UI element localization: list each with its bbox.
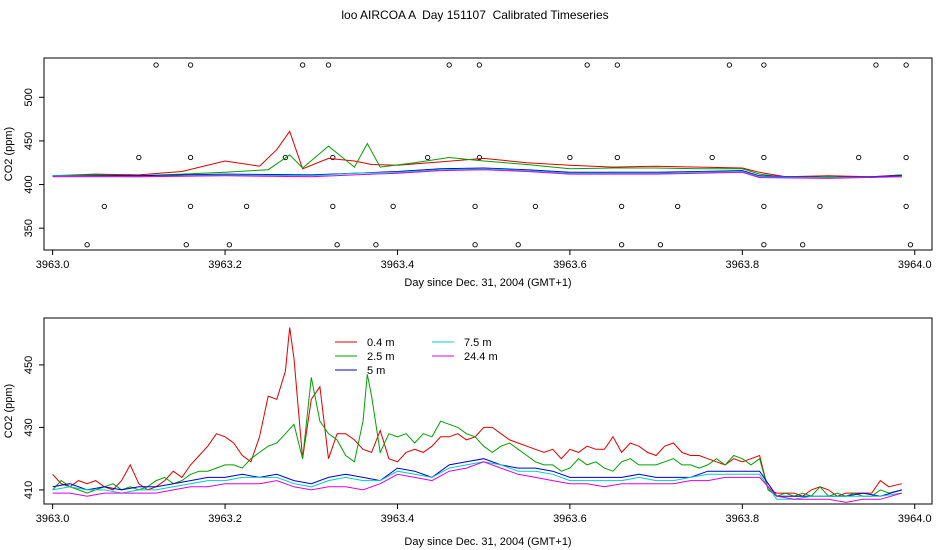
top-y-tick-label: 350 [23, 219, 35, 237]
reference-point [761, 203, 767, 210]
top-plot: 3963.0 3963.2 3963.4 3963.6 3963.8 3964.0 350 4… [3, 57, 933, 289]
reference-point [567, 154, 573, 161]
bottom-x-tick-label: 3963.6 [553, 513, 587, 525]
top-series-7-5-m [52, 168, 902, 179]
top-x-tick-label: 3963.2 [208, 259, 242, 271]
reference-point [390, 203, 396, 210]
reference-point [446, 62, 452, 68]
reference-point [299, 62, 306, 68]
reference-point [187, 203, 194, 210]
bottom-plot-frame [43, 317, 933, 505]
reference-point [476, 154, 483, 161]
top-y-axis-label: CO2 (ppm) [3, 127, 15, 181]
reference-point [226, 242, 233, 248]
bottom-x-tick-label: 3963.2 [208, 513, 242, 525]
reference-point [153, 62, 159, 68]
reference-point [761, 154, 767, 161]
bottom-series-5-m [52, 458, 902, 497]
reference-point [334, 242, 340, 248]
top-x-tick-label: 3963.8 [726, 259, 760, 271]
bottom-y-axis-label: CO2 (ppm) [3, 384, 15, 438]
reference-point [614, 154, 620, 161]
top-x-tick-label: 3964.0 [898, 259, 932, 271]
reference-point [618, 242, 625, 248]
bottom-series-0-4-m [52, 327, 902, 497]
bottom-y-tick-label: 410 [23, 481, 35, 499]
top-reference-points [84, 62, 914, 248]
reference-point [761, 62, 767, 68]
reference-point [709, 154, 715, 161]
top-x-tick-label: 3963.6 [553, 259, 587, 271]
top-series-5-m [52, 167, 902, 179]
reference-point [187, 154, 194, 161]
reference-point [618, 203, 625, 210]
bottom-plot: 3963.0 3963.2 3963.4 3963.6 3963.8 3964.0 410 4… [3, 317, 933, 548]
reference-point [657, 242, 664, 248]
top-series-2-5-m [52, 142, 902, 179]
reference-point [675, 203, 681, 210]
top-y-tick-label: 400 [23, 175, 35, 193]
reference-point [903, 154, 909, 161]
reference-point [187, 62, 194, 68]
reference-point [817, 203, 823, 210]
bottom-series-lines [52, 327, 902, 503]
bottom-x-tick-label: 3964.0 [898, 513, 932, 525]
bottom-x-tick-label: 3963.4 [381, 513, 415, 525]
top-y-tick-label: 450 [23, 132, 35, 150]
reference-point [183, 242, 189, 248]
reference-point [330, 203, 336, 210]
reference-point [330, 154, 336, 161]
reference-point [614, 62, 620, 68]
legend-label: 5 m [367, 365, 385, 377]
top-y-tick-label: 500 [23, 88, 35, 106]
top-series-lines [52, 130, 902, 179]
bottom-axes: 3963.0 3963.2 3963.4 3963.6 3963.8 3964.0 410 4… [23, 356, 932, 525]
bottom-x-tick-label: 3963.8 [726, 513, 760, 525]
reference-point [873, 62, 879, 68]
top-series-24-4-m [52, 169, 902, 179]
reference-point [856, 154, 862, 161]
reference-point [532, 203, 539, 210]
reference-point [800, 242, 806, 248]
bottom-series-24-4-m [52, 461, 902, 503]
bottom-series-2-5-m [52, 374, 902, 497]
page-title: loo AIRCOA A Day 151107 Calibrated Times… [341, 8, 609, 22]
legend-label: 24.4 m [464, 351, 498, 363]
reference-point [243, 203, 250, 210]
bottom-y-tick-label: 430 [23, 418, 35, 436]
top-axes: 3963.0 3963.2 3963.4 3963.6 3963.8 3964.0 350 4… [23, 88, 932, 271]
bottom-series-7-5-m [52, 461, 902, 500]
reference-point [425, 154, 431, 161]
legend-label: 7.5 m [464, 337, 492, 349]
top-plot-frame [43, 57, 933, 251]
reference-point [472, 242, 478, 248]
bottom-x-axis-label: Day since Dec. 31, 2004 (GMT+1) [404, 536, 571, 548]
legend-label: 2.5 m [367, 351, 395, 363]
reference-point [373, 242, 379, 248]
bottom-x-tick-label: 3963.0 [36, 513, 70, 525]
top-x-axis-label: Day since Dec. 31, 2004 (GMT+1) [404, 277, 571, 289]
reference-point [136, 154, 142, 161]
reference-point [726, 62, 733, 68]
top-x-tick-label: 3963.0 [36, 259, 70, 271]
reference-point [282, 154, 289, 161]
reference-point [476, 62, 483, 68]
legend: 0.4 m 2.5 m 5 m 7.5 m 24.4 m [335, 337, 498, 377]
reference-point [907, 242, 914, 248]
legend-label: 0.4 m [367, 337, 395, 349]
top-series-0-4-m [52, 130, 902, 178]
reference-point [84, 242, 90, 248]
reference-point [515, 242, 521, 248]
reference-point [472, 203, 478, 210]
reference-point [101, 203, 107, 210]
bottom-y-tick-label: 450 [23, 356, 35, 374]
reference-point [903, 203, 909, 210]
reference-point [903, 62, 909, 68]
top-x-tick-label: 3963.4 [381, 259, 415, 271]
reference-point [325, 62, 332, 68]
reference-point [761, 242, 767, 248]
reference-point [584, 62, 590, 68]
